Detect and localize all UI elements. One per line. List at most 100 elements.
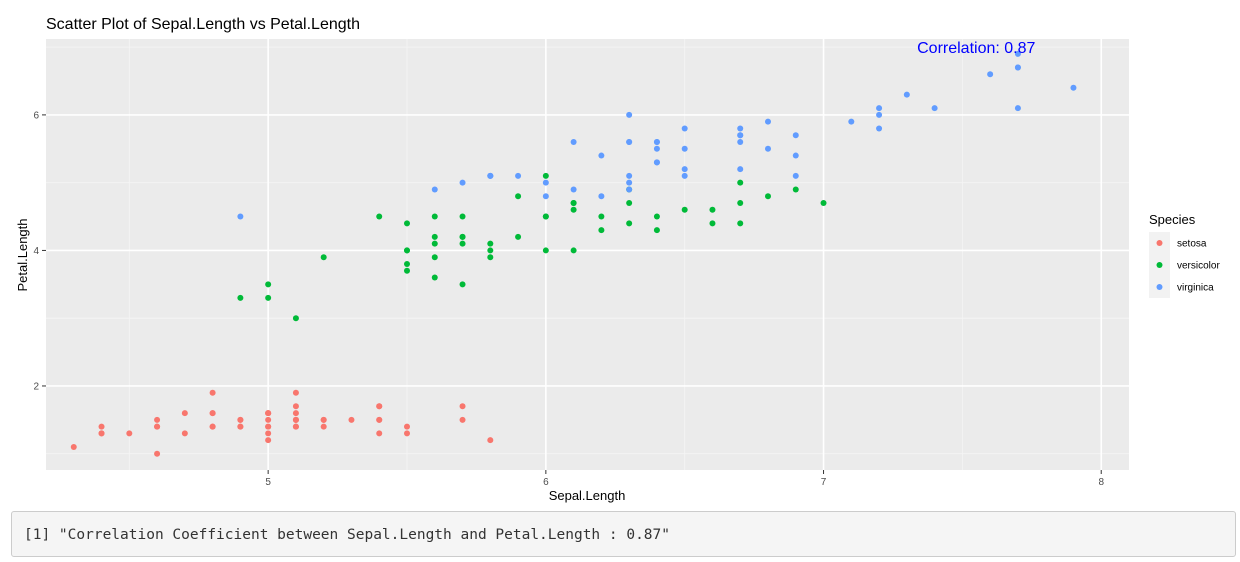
point-setosa [70,443,77,450]
point-versicolor [709,220,716,227]
point-versicolor [515,233,522,240]
point-versicolor [459,233,466,240]
point-setosa [265,410,272,417]
point-versicolor [542,213,549,220]
point-setosa [376,416,383,423]
point-setosa [265,437,272,444]
y-tick-label: 2 [33,381,39,392]
point-virginica [876,125,883,132]
point-versicolor [431,254,438,261]
point-setosa [237,416,244,423]
point-setosa [292,423,299,430]
point-versicolor [626,199,633,206]
x-tick-label: 6 [543,477,549,488]
legend-key-versicolor [1156,262,1163,268]
legend-title: Species [1149,212,1196,227]
point-virginica [737,132,744,139]
point-versicolor [626,220,633,227]
point-versicolor [820,199,827,206]
point-versicolor [292,315,299,322]
point-virginica [626,186,633,193]
point-virginica [237,213,244,220]
point-versicolor [459,281,466,288]
point-versicolor [765,193,771,200]
point-virginica [487,172,494,179]
point-versicolor [431,213,438,220]
point-virginica [1070,84,1077,91]
legend: Species setosa versicolor virginica [1149,212,1220,298]
point-virginica [598,193,605,200]
point-virginica [737,139,744,146]
point-virginica [626,111,633,118]
point-setosa [348,416,355,423]
legend-label-versicolor: versicolor [1177,261,1220,272]
point-virginica [737,166,744,173]
point-setosa [487,437,494,444]
point-setosa [265,423,272,430]
point-versicolor [320,254,327,261]
point-versicolor [737,199,744,206]
point-virginica [876,111,883,118]
point-virginica [903,91,910,98]
point-setosa [292,389,299,396]
point-versicolor [431,274,438,281]
point-setosa [209,389,216,396]
chart-title: Scatter Plot of Sepal.Length vs Petal.Le… [46,16,360,33]
point-setosa [320,416,327,423]
point-versicolor [653,227,660,234]
plot-panel [46,39,1129,470]
legend-label-setosa: setosa [1177,239,1207,250]
point-virginica [987,71,994,78]
x-axis: 5 6 7 8 [265,470,1104,488]
point-virginica [765,145,771,152]
point-virginica [626,139,633,146]
point-virginica [792,132,799,139]
point-versicolor [459,213,466,220]
point-setosa [209,410,216,417]
point-setosa [154,416,161,423]
y-tick-label: 4 [33,246,39,257]
legend-key-virginica [1156,284,1163,290]
point-setosa [292,403,299,410]
point-versicolor [265,281,272,288]
point-versicolor [376,213,383,220]
point-virginica [653,145,660,152]
point-virginica [681,166,688,173]
point-versicolor [237,294,244,301]
point-versicolor [404,247,410,254]
point-setosa [126,430,133,437]
point-setosa [404,430,410,437]
point-virginica [515,172,522,179]
major-gridlines [46,39,1129,470]
point-setosa [209,423,216,430]
point-virginica [765,118,771,125]
y-tick-label: 6 [33,110,39,121]
point-setosa [237,423,244,430]
point-virginica [1014,50,1021,57]
point-setosa [154,423,161,430]
point-versicolor [653,213,660,220]
point-versicolor [709,206,716,213]
point-versicolor [570,206,577,213]
point-versicolor [265,294,272,301]
point-virginica [737,125,744,132]
scatter-plot: Scatter Plot of Sepal.Length vs Petal.Le… [15,16,1220,503]
x-axis-label: Sepal.Length [549,488,626,503]
point-virginica [848,118,855,125]
point-versicolor [487,247,494,254]
point-setosa [181,410,188,417]
x-tick-label: 5 [265,477,271,488]
point-versicolor [431,240,438,247]
point-versicolor [570,199,577,206]
point-versicolor [515,193,522,200]
point-versicolor [431,233,438,240]
point-virginica [570,186,577,193]
point-setosa [98,423,105,430]
point-virginica [626,179,633,186]
point-setosa [404,423,410,430]
point-virginica [653,139,660,146]
point-setosa [459,403,466,410]
point-virginica [681,172,688,179]
point-virginica [681,145,688,152]
point-virginica [792,152,799,159]
